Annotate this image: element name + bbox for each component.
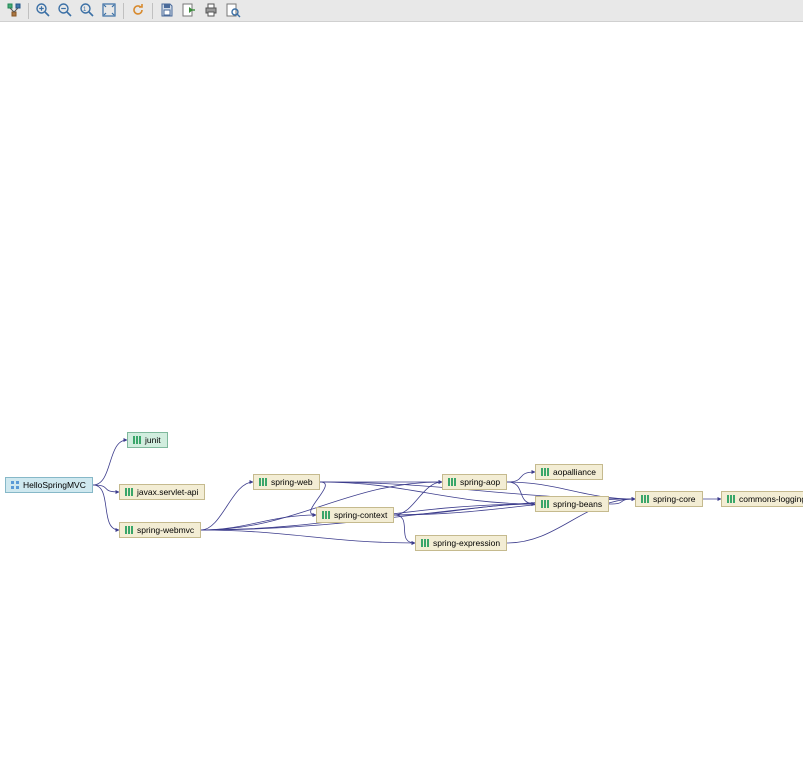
zoom-out-icon [57, 2, 73, 20]
zoom-actual-button[interactable]: 1 [77, 1, 97, 21]
node-label: spring-core [653, 494, 696, 504]
svg-text:1: 1 [83, 7, 87, 13]
node-label: spring-webmvc [137, 525, 194, 535]
dependency-node-context[interactable]: spring-context [316, 507, 394, 523]
edge-aop-aopall [507, 472, 535, 482]
jar-icon [132, 435, 142, 445]
refresh-icon [130, 2, 146, 20]
dependency-node-web[interactable]: spring-web [253, 474, 320, 490]
dependency-node-beans[interactable]: spring-beans [535, 496, 609, 512]
edge-root-servlet [93, 485, 119, 492]
toolbar: 1 [0, 0, 803, 22]
jar-icon [321, 510, 331, 520]
edge-beans-core [609, 499, 635, 504]
node-label: spring-expression [433, 538, 500, 548]
edge-webmvc-context [201, 515, 316, 530]
zoom-fit-icon [101, 2, 117, 20]
dependency-node-aop[interactable]: spring-aop [442, 474, 507, 490]
zoom-out-button[interactable] [55, 1, 75, 21]
dependency-node-junit[interactable]: junit [127, 432, 168, 448]
jar-icon [420, 538, 430, 548]
print-icon [203, 2, 219, 20]
zoom-actual-icon: 1 [79, 2, 95, 20]
dependency-node-servlet[interactable]: javax.servlet-api [119, 484, 205, 500]
edge-root-webmvc [93, 485, 119, 530]
zoom-fit-button[interactable] [99, 1, 119, 21]
edge-context-expr [394, 515, 415, 543]
jar-icon [124, 525, 134, 535]
edges-layer [0, 22, 803, 784]
dependency-node-aopall[interactable]: aopalliance [535, 464, 603, 480]
jar-icon [726, 494, 736, 504]
print-button[interactable] [201, 1, 221, 21]
zoom-in-icon [35, 2, 51, 20]
node-label: spring-web [271, 477, 313, 487]
edge-webmvc-expr [201, 530, 415, 543]
export-icon [181, 2, 197, 20]
graph-layout-button[interactable] [4, 1, 24, 21]
node-label: aopalliance [553, 467, 596, 477]
node-label: spring-aop [460, 477, 500, 487]
dependency-node-expr[interactable]: spring-expression [415, 535, 507, 551]
edge-context-aop [394, 482, 442, 515]
jar-icon [540, 499, 550, 509]
save-icon [159, 2, 175, 20]
edge-root-junit [93, 440, 127, 485]
node-label: commons-logging [739, 494, 803, 504]
toolbar-separator [28, 3, 29, 19]
edge-context-beans [394, 504, 535, 515]
jar-icon [124, 487, 134, 497]
node-label: junit [145, 435, 161, 445]
save-button[interactable] [157, 1, 177, 21]
jar-icon [447, 477, 457, 487]
node-label: spring-beans [553, 499, 602, 509]
node-label: javax.servlet-api [137, 487, 198, 497]
dependency-node-logging[interactable]: commons-logging [721, 491, 803, 507]
dependency-node-core[interactable]: spring-core [635, 491, 703, 507]
dependency-node-root[interactable]: HelloSpringMVC [5, 477, 93, 493]
zoom-in-button[interactable] [33, 1, 53, 21]
node-label: spring-context [334, 510, 387, 520]
toolbar-separator [123, 3, 124, 19]
project-icon [10, 480, 20, 490]
export-button[interactable] [179, 1, 199, 21]
jar-icon [540, 467, 550, 477]
preview-button[interactable] [223, 1, 243, 21]
edge-aop-beans [507, 482, 535, 504]
dependency-graph-canvas[interactable]: HelloSpringMVC junit javax.servlet-api spri… [0, 22, 803, 784]
node-label: HelloSpringMVC [23, 480, 86, 490]
toolbar-separator [152, 3, 153, 19]
dependency-node-webmvc[interactable]: spring-webmvc [119, 522, 201, 538]
jar-icon [258, 477, 268, 487]
jar-icon [640, 494, 650, 504]
refresh-button[interactable] [128, 1, 148, 21]
edge-webmvc-web [201, 482, 253, 530]
preview-icon [225, 2, 241, 20]
graph-layout-icon [6, 2, 22, 20]
